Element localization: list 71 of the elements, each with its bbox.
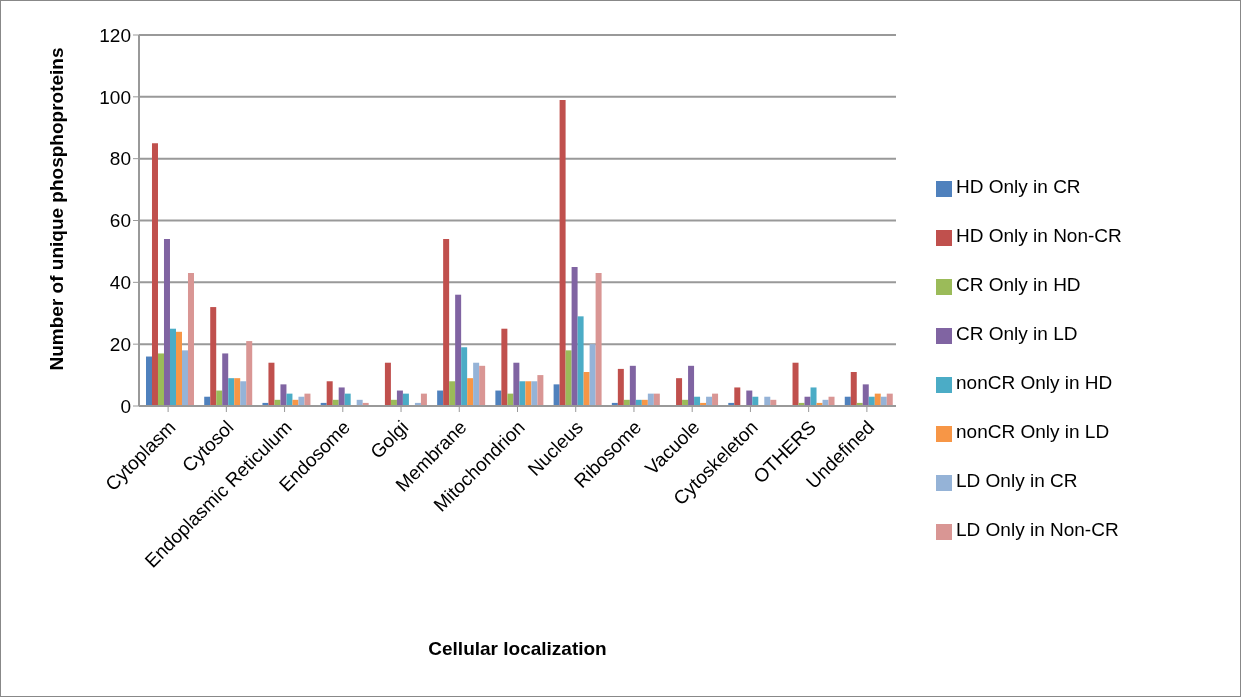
bar: [467, 378, 474, 406]
bar: [577, 316, 584, 406]
bar: [565, 350, 572, 406]
legend-label: CR Only in LD: [956, 323, 1078, 344]
bar: [163, 239, 170, 406]
bar: [513, 362, 520, 406]
bar: [746, 390, 753, 406]
bar: [338, 387, 345, 406]
bar: [145, 356, 152, 406]
bar: [792, 362, 799, 406]
bar: [553, 384, 560, 406]
bar: [268, 362, 275, 406]
bar: [688, 365, 695, 406]
y-tick-label: 20: [109, 333, 131, 355]
bar: [384, 362, 391, 406]
bar: [187, 273, 194, 406]
bar: [455, 294, 462, 406]
bar: [525, 381, 532, 406]
bar: [617, 368, 624, 406]
bar: [559, 99, 566, 406]
bar: [676, 378, 683, 406]
bar: [571, 266, 578, 406]
bar: [734, 387, 741, 406]
legend-label: nonCR Only in HD: [956, 372, 1113, 393]
bar: [531, 381, 538, 406]
y-tick-label: 100: [99, 86, 131, 108]
bar: [583, 371, 590, 406]
bar: [501, 328, 508, 406]
bar: [437, 390, 444, 406]
bar: [862, 384, 869, 406]
bar: [495, 390, 502, 406]
bar: [589, 344, 596, 406]
bar: [595, 273, 602, 406]
y-tick-label: 40: [109, 272, 131, 294]
bar: [210, 307, 217, 406]
bar: [157, 353, 164, 406]
legend-label: HD Only in CR: [956, 176, 1081, 197]
legend-label: CR Only in HD: [956, 274, 1081, 295]
bar: [228, 378, 235, 406]
bar: [449, 381, 456, 406]
legend-label: LD Only in CR: [956, 470, 1078, 491]
legend-label: LD Only in Non-CR: [956, 519, 1119, 540]
bar: [222, 353, 229, 406]
y-tick-label: 80: [109, 148, 131, 170]
y-tick-label: 120: [99, 24, 131, 46]
y-tick-label: 60: [109, 210, 131, 232]
bar: [810, 387, 817, 406]
bar: [537, 375, 544, 406]
bar: [151, 143, 158, 406]
legend-label: HD Only in Non-CR: [956, 225, 1122, 246]
bar: [443, 239, 450, 406]
bar: [396, 390, 403, 406]
bar: [175, 331, 182, 406]
y-axis-title: Number of unique phosphoproteins: [45, 47, 67, 371]
legend-label: nonCR Only in LD: [956, 421, 1110, 442]
bar: [461, 347, 468, 406]
bar: [240, 381, 247, 406]
bar: [326, 381, 333, 406]
y-tick-label: 0: [120, 395, 131, 417]
bar: [479, 365, 486, 406]
x-axis-title: Cellular localization: [428, 638, 607, 659]
bar: [280, 384, 287, 406]
bar: [246, 341, 253, 406]
bar: [850, 371, 857, 406]
bar: [216, 390, 223, 406]
bar: [519, 381, 526, 406]
bar: [181, 350, 188, 406]
bar: [629, 365, 636, 406]
bar: [169, 328, 176, 406]
bar: [473, 362, 480, 406]
bar: [234, 378, 241, 406]
